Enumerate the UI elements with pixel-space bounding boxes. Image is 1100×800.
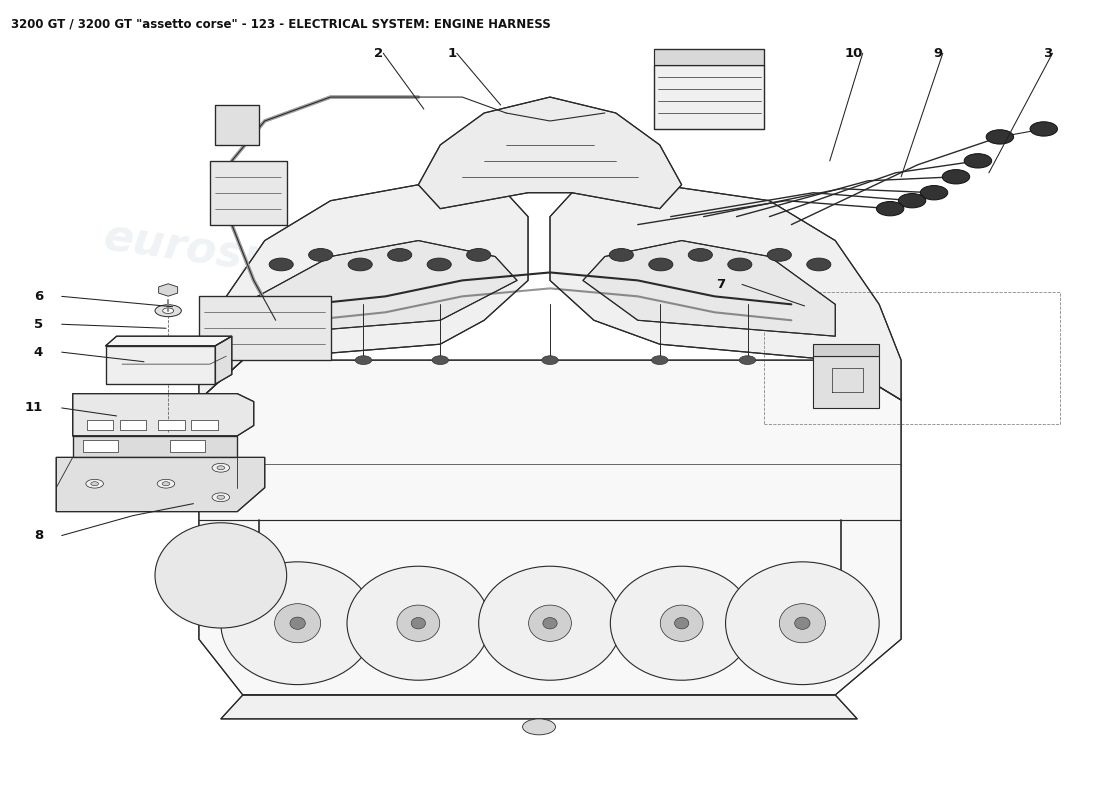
- Polygon shape: [158, 420, 185, 430]
- Polygon shape: [216, 105, 260, 145]
- Polygon shape: [654, 50, 764, 65]
- Ellipse shape: [478, 566, 622, 680]
- Ellipse shape: [649, 258, 673, 271]
- Bar: [764, 292, 1060, 424]
- Polygon shape: [120, 420, 146, 430]
- Polygon shape: [813, 356, 879, 408]
- Ellipse shape: [162, 482, 169, 486]
- Ellipse shape: [660, 605, 703, 642]
- Ellipse shape: [411, 618, 426, 629]
- Polygon shape: [191, 420, 218, 430]
- Ellipse shape: [212, 463, 230, 472]
- Ellipse shape: [427, 258, 451, 271]
- Ellipse shape: [794, 617, 810, 630]
- Text: 8: 8: [34, 529, 43, 542]
- Ellipse shape: [921, 186, 948, 200]
- Ellipse shape: [432, 356, 449, 365]
- Ellipse shape: [270, 258, 294, 271]
- Polygon shape: [158, 284, 178, 296]
- Ellipse shape: [965, 154, 991, 168]
- Polygon shape: [56, 458, 265, 512]
- Polygon shape: [210, 161, 287, 225]
- Ellipse shape: [163, 308, 174, 314]
- Text: 4: 4: [34, 346, 43, 358]
- Ellipse shape: [221, 562, 374, 685]
- Ellipse shape: [986, 130, 1013, 144]
- Ellipse shape: [217, 466, 224, 470]
- Polygon shape: [221, 695, 857, 719]
- Ellipse shape: [689, 249, 713, 262]
- Polygon shape: [199, 185, 528, 400]
- Polygon shape: [87, 420, 113, 430]
- Text: eurospares: eurospares: [100, 216, 385, 298]
- Polygon shape: [73, 436, 238, 458]
- Ellipse shape: [217, 495, 224, 499]
- Ellipse shape: [767, 249, 791, 262]
- Ellipse shape: [355, 356, 372, 365]
- Ellipse shape: [522, 719, 556, 735]
- Text: 3: 3: [1043, 46, 1053, 60]
- Text: 6: 6: [34, 290, 43, 303]
- Ellipse shape: [86, 479, 103, 488]
- Ellipse shape: [651, 356, 668, 365]
- Ellipse shape: [899, 194, 926, 208]
- Ellipse shape: [466, 249, 491, 262]
- Text: 2: 2: [374, 46, 383, 60]
- Polygon shape: [170, 440, 206, 452]
- Ellipse shape: [806, 258, 830, 271]
- Polygon shape: [418, 97, 682, 209]
- Ellipse shape: [728, 258, 752, 271]
- Polygon shape: [199, 360, 901, 695]
- Text: 7: 7: [716, 278, 726, 291]
- Polygon shape: [583, 241, 835, 336]
- Ellipse shape: [346, 566, 490, 680]
- Text: 1: 1: [448, 46, 456, 60]
- Ellipse shape: [609, 249, 634, 262]
- Ellipse shape: [542, 356, 558, 365]
- Text: 11: 11: [25, 402, 43, 414]
- Text: 10: 10: [845, 46, 862, 60]
- Polygon shape: [73, 394, 254, 436]
- Ellipse shape: [275, 604, 321, 642]
- Text: 9: 9: [934, 46, 943, 60]
- Ellipse shape: [91, 482, 99, 486]
- Ellipse shape: [290, 617, 306, 630]
- Ellipse shape: [726, 562, 879, 685]
- Ellipse shape: [1030, 122, 1057, 136]
- Polygon shape: [216, 336, 232, 384]
- Ellipse shape: [943, 170, 970, 184]
- Text: 5: 5: [34, 318, 43, 330]
- Polygon shape: [813, 344, 879, 356]
- Ellipse shape: [155, 305, 182, 317]
- Polygon shape: [550, 185, 901, 400]
- Text: 3200 GT / 3200 GT "assetto corse" - 123 - ELECTRICAL SYSTEM: ENGINE HARNESS: 3200 GT / 3200 GT "assetto corse" - 123 …: [11, 18, 551, 30]
- Ellipse shape: [739, 356, 756, 365]
- Polygon shape: [106, 336, 232, 346]
- Ellipse shape: [610, 566, 754, 680]
- Ellipse shape: [348, 258, 372, 271]
- Ellipse shape: [529, 605, 571, 642]
- Polygon shape: [243, 241, 517, 336]
- Ellipse shape: [157, 479, 175, 488]
- Ellipse shape: [877, 202, 904, 216]
- Ellipse shape: [397, 605, 440, 642]
- Polygon shape: [199, 296, 331, 360]
- Ellipse shape: [155, 522, 287, 628]
- Ellipse shape: [212, 493, 230, 502]
- Ellipse shape: [779, 604, 825, 642]
- Polygon shape: [82, 440, 118, 452]
- Polygon shape: [654, 65, 764, 129]
- Ellipse shape: [387, 249, 411, 262]
- Text: eurospares: eurospares: [539, 478, 824, 561]
- Polygon shape: [106, 346, 216, 384]
- Ellipse shape: [309, 249, 332, 262]
- Ellipse shape: [543, 618, 557, 629]
- Ellipse shape: [674, 618, 689, 629]
